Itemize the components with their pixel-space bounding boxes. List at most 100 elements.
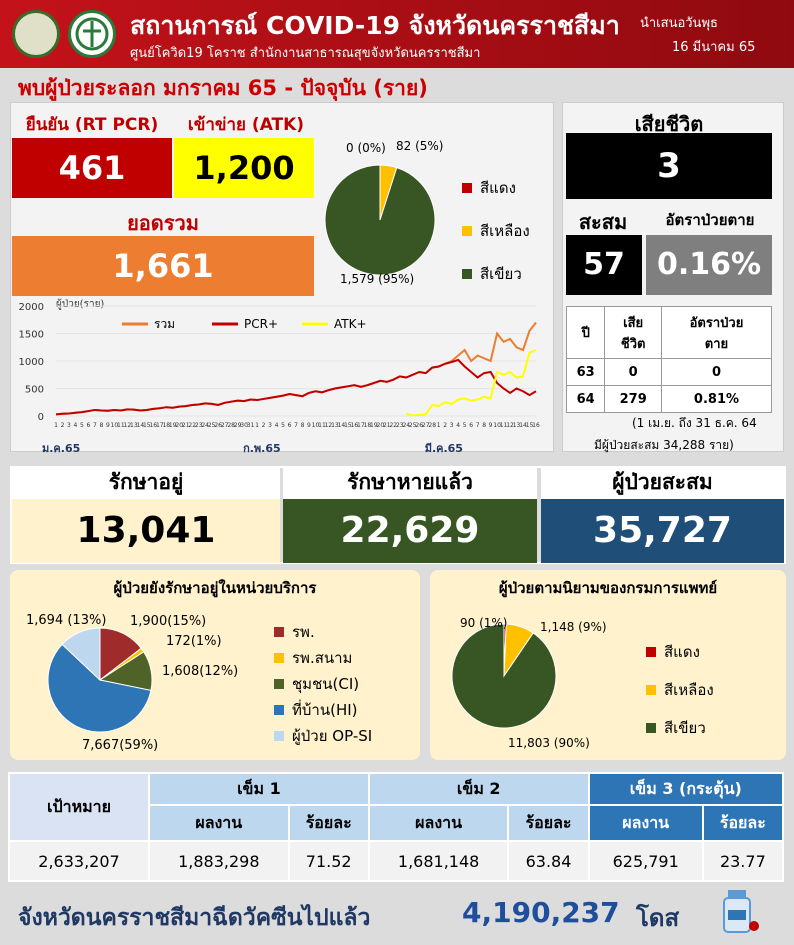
x-tick-label: 31: [247, 422, 255, 429]
y-tick-label: 500: [25, 385, 44, 396]
x-tick-label: 16: [351, 422, 359, 429]
province-seal-logo: [12, 10, 60, 58]
x-tick-label: 23: [195, 422, 203, 429]
x-tick-label: 6: [469, 422, 473, 429]
x-tick-label: 12: [124, 422, 132, 429]
x-tick-label: 1: [437, 422, 441, 429]
dose3-value: 625,791: [587, 840, 704, 882]
x-tick-label: 2: [443, 422, 447, 429]
vaccine-vial-icon: [720, 888, 760, 936]
yellow-swatch-icon: [462, 226, 472, 236]
swatch-icon: [274, 679, 284, 689]
x-tick-label: 20: [377, 422, 385, 429]
x-tick-label: 6: [87, 422, 91, 429]
x-tick-label: 9: [307, 422, 311, 429]
x-tick-label: 16: [532, 422, 540, 429]
x-tick-label: 18: [162, 422, 170, 429]
treating-label: รักษาอยู่: [12, 466, 280, 499]
x-tick-label: 3: [450, 422, 454, 429]
death-table-note2: มีผู้ป่วยสะสม 34,288 ราย): [594, 438, 734, 452]
legend-label: รวม: [154, 317, 175, 331]
legend-label: PCR+: [244, 317, 278, 331]
result-header: ผลงาน: [367, 804, 510, 842]
dms-title: ผู้ป่วยตามนิยามของกรมการแพทย์: [498, 579, 718, 597]
facility-title: ผู้ป่วยยังรักษาอยู่ในหน่วยบริการ: [113, 579, 317, 597]
x-tick-label: 14: [519, 422, 527, 429]
severity-pie: [324, 164, 436, 276]
facility-slice-3: [47, 643, 152, 733]
facility-label-field: 172(1%): [166, 634, 222, 649]
x-tick-label: 13: [513, 422, 521, 429]
table-cell: 64: [565, 385, 606, 413]
death-table-note: (1 เม.ย. ถึง 31 ธ.ค. 64: [632, 416, 757, 430]
x-tick-label: 12: [325, 422, 333, 429]
legend-yellow: สีเหลือง: [462, 219, 530, 243]
y-tick-label: 1500: [19, 330, 44, 341]
x-tick-label: 26: [214, 422, 222, 429]
y-tick-label: 0: [38, 412, 44, 423]
swatch-icon: [646, 647, 656, 657]
cum-cases-value: 35,727: [541, 499, 784, 563]
x-tick-label: 12: [506, 422, 514, 429]
series-line-1: [55, 358, 537, 416]
x-tick-label: 18: [364, 422, 372, 429]
table-cell: 0: [604, 358, 662, 386]
green-swatch-icon: [462, 269, 472, 279]
facility-label-ci: 1,608(12%): [162, 664, 239, 679]
table-header: ปี: [565, 306, 606, 359]
total-value: 1,661: [12, 236, 314, 296]
x-tick-label: 6: [288, 422, 292, 429]
dose3-header: เข็ม 3 (กระตุ้น): [587, 772, 785, 806]
atk-value: 1,200: [174, 138, 314, 198]
death-history-table: ปี เสีย ชีวิต อัตราป่วย ตาย 63 0 0 64 279 0.81%: [565, 306, 773, 413]
x-tick-label: 1: [54, 422, 58, 429]
table-header: เสีย ชีวิต: [604, 306, 662, 359]
x-tick-label: 4: [74, 422, 78, 429]
x-tick-label: 10: [111, 422, 119, 429]
footer-text: จังหวัดนครราชสีมาฉีดวัคซีนไปแล้ว: [18, 905, 371, 931]
swatch-icon: [274, 731, 284, 741]
dms-label-green: 11,803 (90%): [508, 736, 590, 750]
x-tick-label: 16: [149, 422, 157, 429]
y-tick-label: 2000: [19, 302, 44, 313]
x-tick-label: 17: [156, 422, 164, 429]
x-tick-label: 8: [99, 422, 103, 429]
x-tick-label: 9: [106, 422, 110, 429]
x-tick-label: 7: [294, 422, 298, 429]
table-cell: 63: [565, 358, 606, 386]
facility-label-hosp: 1,900(15%): [130, 614, 207, 629]
page-title: สถานการณ์ COVID-19 จังหวัดนครราชสีมา: [130, 11, 620, 40]
dms-label-yellow: 1,148 (9%): [540, 620, 607, 634]
facility-legend-field: รพ.สนาม: [274, 646, 352, 670]
dose2-header: เข็ม 2: [367, 772, 590, 806]
x-tick-label: 25: [409, 422, 417, 429]
x-tick-label: 15: [143, 422, 151, 429]
x-tick-label: 11: [117, 422, 125, 429]
dose1-percent: 71.52: [287, 840, 370, 882]
death-value: 3: [566, 133, 772, 199]
percent-header: ร้อยละ: [287, 804, 370, 842]
dms-pie: [451, 623, 557, 729]
facility-pie: [47, 627, 153, 733]
percent-header: ร้อยละ: [507, 804, 590, 842]
treating-value: 13,041: [12, 499, 280, 563]
x-tick-label: 15: [344, 422, 352, 429]
x-tick-label: 7: [476, 422, 480, 429]
red-swatch-icon: [462, 183, 472, 193]
x-tick-label: 19: [169, 422, 177, 429]
severity-slice-2: [324, 164, 436, 276]
x-tick-label: 1: [255, 422, 259, 429]
dms-legend-yellow: สีเหลือง: [646, 678, 714, 702]
recovered-label: รักษาหายแล้ว: [283, 466, 537, 499]
x-tick-label: 11: [500, 422, 508, 429]
x-tick-label: 8: [301, 422, 305, 429]
recovered-value: 22,629: [283, 499, 537, 563]
x-tick-label: 10: [312, 422, 320, 429]
facility-legend-hosp: รพ.: [274, 620, 315, 644]
month-label: ก.พ.65: [243, 442, 281, 453]
x-tick-label: 2: [61, 422, 65, 429]
x-tick-label: 25: [208, 422, 216, 429]
swatch-icon: [274, 653, 284, 663]
page-subtitle: ศูนย์โควิด19 โคราช สำนักงานสาธารณสุขจังห…: [130, 46, 481, 61]
dose1-value: 1,883,298: [148, 840, 290, 882]
